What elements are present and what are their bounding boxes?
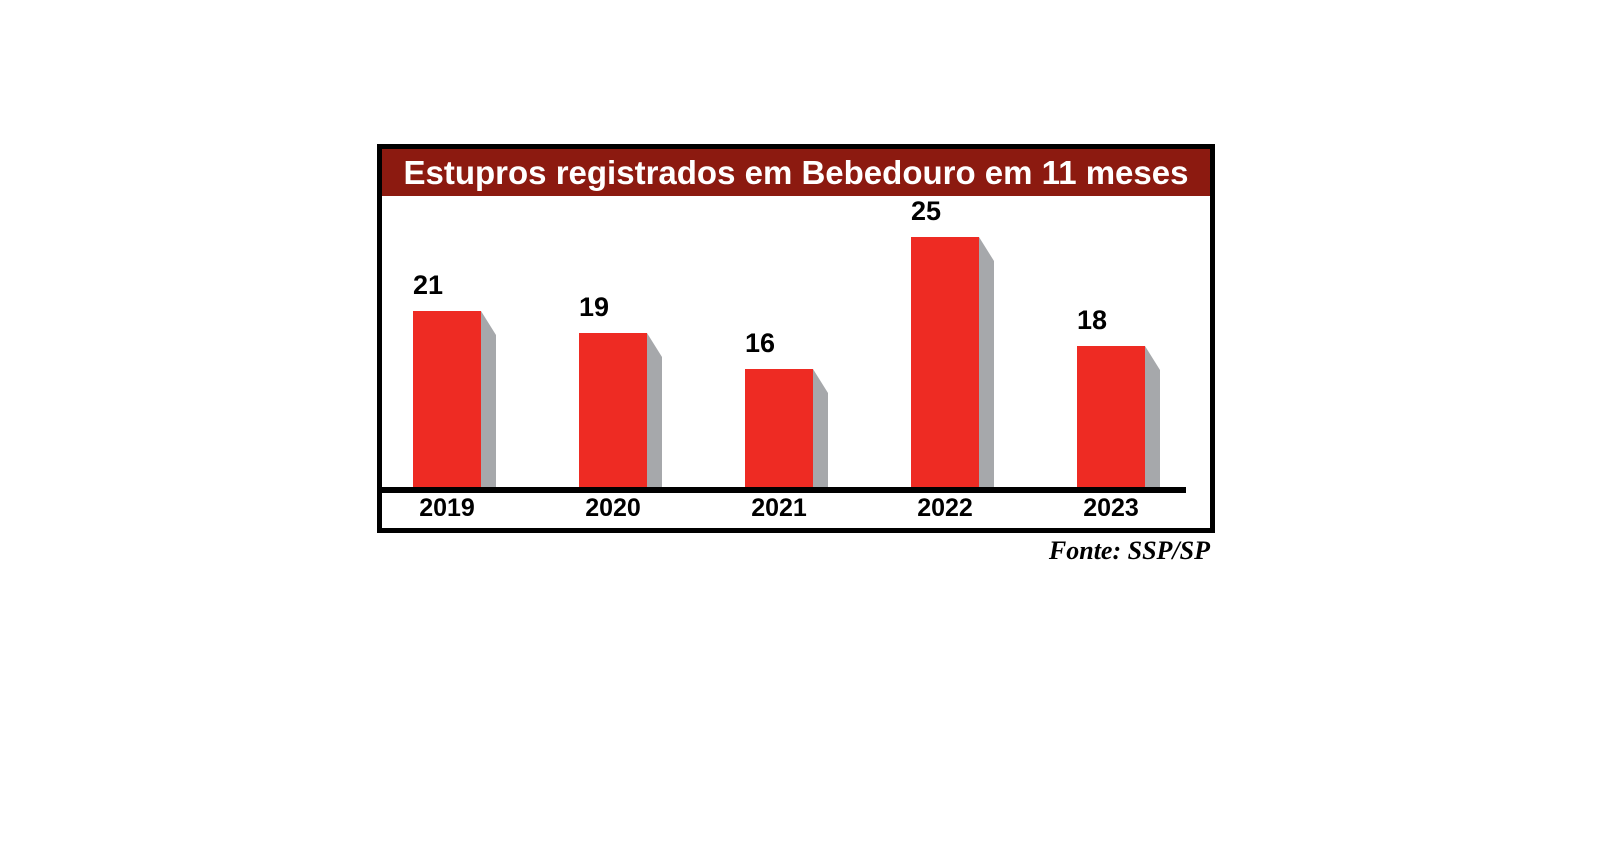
bar-2019 (413, 311, 481, 487)
bar-2021 (745, 369, 813, 487)
bar-shadow-2019 (481, 311, 496, 487)
x-tick-label-2020: 2020 (585, 494, 641, 522)
bar-value-label-2020: 19 (578, 292, 610, 322)
bar-value-label-2022: 25 (910, 196, 942, 226)
bar-2020 (579, 333, 647, 487)
chart-title-bar: Estupros registrados em Bebedouro em 11 … (382, 149, 1210, 196)
bar-2023 (1077, 346, 1145, 487)
bar-shadow-2020 (647, 333, 662, 487)
bar-value-label-2023: 18 (1076, 305, 1108, 335)
x-tick-label-2022: 2022 (917, 494, 973, 522)
x-tick-label-2019: 2019 (419, 494, 475, 522)
bar-shadow-2022 (979, 237, 994, 487)
plot-area: 21 2019 19 2020 16 2021 25 2022 18 2023 (382, 196, 1210, 528)
x-tick-label-2023: 2023 (1083, 494, 1139, 522)
source-note: Fonte: SSP/SP (1048, 536, 1210, 565)
bar-shadow-2021 (813, 369, 828, 487)
chart-title: Estupros registrados em Bebedouro em 11 … (403, 153, 1189, 191)
bar-value-label-2021: 16 (744, 328, 776, 358)
x-tick-label-2021: 2021 (751, 494, 807, 522)
bar-2022 (911, 237, 979, 487)
x-axis-line (382, 487, 1186, 493)
bar-value-label-2019: 21 (412, 270, 444, 300)
bar-shadow-2023 (1145, 346, 1160, 487)
chart-container: Estupros registrados em Bebedouro em 11 … (377, 144, 1215, 533)
